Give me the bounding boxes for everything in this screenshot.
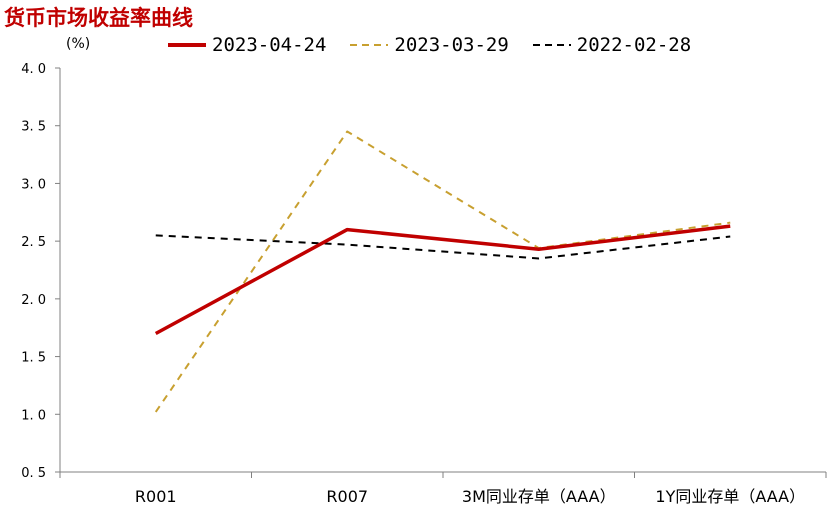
legend-item-1: 2023-03-29 xyxy=(350,34,509,56)
legend-swatch-2 xyxy=(532,44,571,46)
legend-label-2: 2022-02-28 xyxy=(576,34,692,56)
chart-title: 货币市场收益率曲线 xyxy=(4,5,193,30)
y-tick-label-6: 3. 5 xyxy=(21,120,46,135)
y-axis-label: (%) xyxy=(66,36,91,52)
y-tick-label-5: 3. 0 xyxy=(21,177,46,192)
y-tick-label-3: 2. 0 xyxy=(21,293,46,308)
legend-label-1: 2023-03-29 xyxy=(394,34,509,56)
x-tick-label-0: R001 xyxy=(135,487,177,506)
legend-swatch-0 xyxy=(168,43,206,47)
x-tick-label-1: R007 xyxy=(326,487,368,506)
legend-label-0: 2023-04-24 xyxy=(212,34,327,56)
y-tick-label-2: 1. 5 xyxy=(21,351,46,366)
legend-swatch-1 xyxy=(350,44,389,46)
series-line-2 xyxy=(155,234,731,260)
legend-item-0: 2023-04-24 xyxy=(168,34,326,56)
y-tick-label-4: 2. 5 xyxy=(21,235,46,250)
series-line-1 xyxy=(154,130,731,413)
y-tick-label-1: 1. 0 xyxy=(21,408,46,423)
series-line-0 xyxy=(154,224,731,336)
y-tick-label-0: 0. 5 xyxy=(21,466,46,481)
x-tick-label-2: 3M同业存单（AAA） xyxy=(462,487,616,506)
legend: 2023-04-24 2023-03-29 2022-02-28 xyxy=(168,34,715,56)
y-tick-label-7: 4. 0 xyxy=(21,62,46,77)
x-tick-label-3: 1Y同业存单（AAA） xyxy=(655,487,805,506)
legend-item-2: 2022-02-28 xyxy=(532,34,692,56)
